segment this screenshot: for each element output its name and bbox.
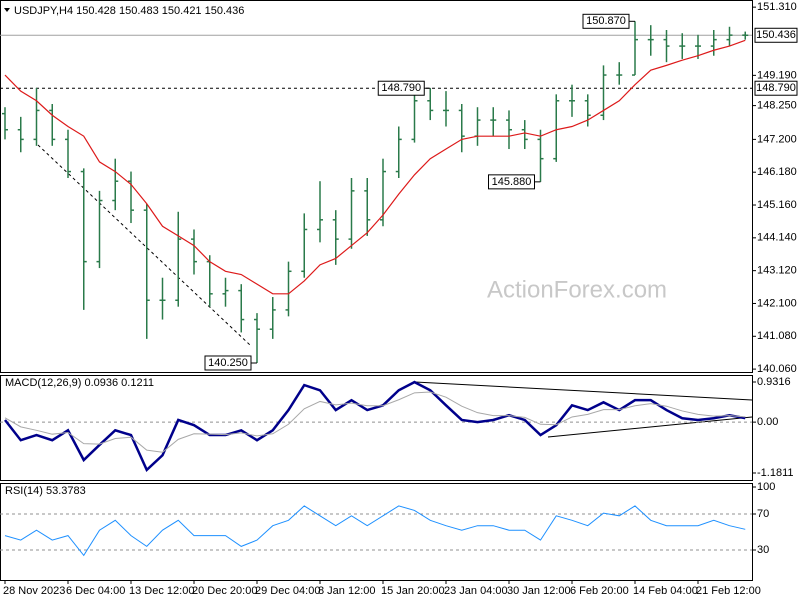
last-price-label: 150.436 [756, 29, 796, 41]
macd-title: MACD(12,26,9) 0.0936 0.1211 [5, 377, 154, 389]
series-line [4, 505, 746, 557]
level-label: 148.790 [756, 82, 796, 94]
x-tick-label: 6 Feb 20:00 [570, 585, 629, 597]
x-tick-label: 15 Jan 20:00 [381, 585, 445, 597]
rsi-panel [0, 483, 753, 581]
y-tick-label: 100 [757, 481, 775, 493]
y-tick-label: 140.060 [757, 363, 797, 375]
x-tick-label: 13 Dec 12:00 [129, 585, 194, 597]
level-label-box [754, 80, 798, 96]
menu-arrow [4, 8, 10, 12]
x-tick-label: 14 Feb 04:00 [633, 585, 698, 597]
y-tick-label: 147.200 [757, 133, 797, 145]
x-tick-label: 29 Dec 04:00 [255, 585, 320, 597]
x-tick-label: 20 Dec 20:00 [192, 585, 257, 597]
watermark: ActionForex.com [487, 276, 667, 303]
price-label: 140.250 [208, 357, 248, 369]
price-label-box [582, 13, 630, 29]
y-tick-label: 30 [757, 544, 769, 556]
trend-line [37, 144, 251, 346]
y-tick-label: 142.100 [757, 297, 797, 309]
series-line [4, 391, 746, 453]
x-tick-label: 6 Dec 04:00 [66, 585, 125, 597]
price-label-box [204, 355, 252, 371]
x-tick-label: 30 Jan 12:00 [507, 585, 571, 597]
price-label: 150.870 [586, 15, 626, 27]
price-label-box [488, 174, 535, 190]
x-tick-label: 21 Feb 12:00 [696, 585, 761, 597]
y-tick-label: 149.190 [757, 69, 797, 81]
y-tick-label: 143.120 [757, 265, 797, 277]
moving-average [4, 39, 746, 295]
y-tick-label: 146.180 [757, 166, 797, 178]
trend-line [547, 416, 753, 438]
series-line [4, 380, 746, 473]
y-tick-label: 145.160 [757, 199, 797, 211]
x-tick-label: 8 Jan 12:00 [318, 585, 376, 597]
y-tick-label: 0.00 [757, 416, 778, 428]
price-label: 148.790 [381, 82, 421, 94]
y-tick-label: 141.080 [757, 330, 797, 342]
y-tick-label: 151.310 [757, 1, 797, 13]
y-tick-label: -1.1811 [757, 467, 794, 479]
y-tick-label: 0.9316 [757, 376, 791, 388]
chart-title: USDJPY,H4 150.428 150.483 150.421 150.43… [14, 5, 244, 17]
y-tick-label: 144.140 [757, 232, 797, 244]
price-panel [0, 0, 753, 373]
x-tick-label: 28 Nov 2023 [3, 585, 65, 597]
last-price-label-box [754, 27, 798, 43]
rsi-title: RSI(14) 53.3783 [5, 485, 86, 497]
price-label-box [377, 80, 425, 96]
y-tick-label: 70 [757, 508, 769, 520]
y-tick-label: 148.250 [757, 100, 797, 112]
x-tick-label: 23 Jan 04:00 [444, 585, 508, 597]
trend-line [414, 381, 753, 401]
macd-panel [0, 375, 753, 481]
price-label: 145.880 [492, 176, 532, 188]
